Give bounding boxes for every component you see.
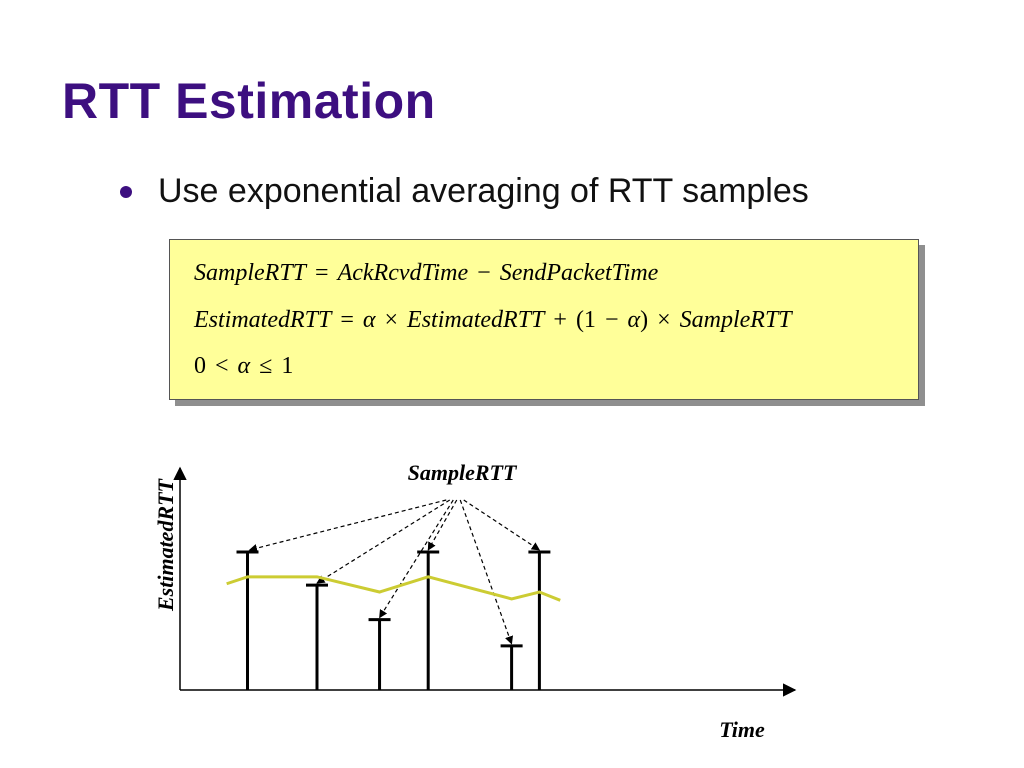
bullet-text: Use exponential averaging of RTT samples (158, 172, 809, 210)
formula-sample-rtt: SampleRTT = AckRcvdTime − SendPacketTime (194, 260, 659, 286)
sample-arrow (459, 499, 514, 645)
sample-arrow (248, 499, 447, 553)
slide-title: RTT Estimation (62, 73, 436, 129)
sample-arrow (379, 499, 454, 619)
formula-box: SampleRTT = AckRcvdTime − SendPacketTime… (169, 239, 919, 400)
sample-arrow (316, 499, 451, 584)
x-axis-label: Time (719, 717, 765, 742)
formula-alpha-range: 0 < α ≤ 1 (194, 353, 294, 379)
sample-arrows (248, 499, 541, 645)
sample-arrow (463, 499, 541, 551)
sample-bars (236, 550, 551, 690)
bullet-dot-icon (120, 185, 132, 198)
estimated-rtt-line (226, 575, 561, 602)
formula-estimated-rtt: EstimatedRTT = α × EstimatedRTT + (1 − α… (194, 307, 792, 333)
y-axis-label: EstimatedRTT (153, 477, 178, 612)
sample-arrow (427, 499, 458, 551)
sample-rtt-label: SampleRTT (408, 460, 518, 485)
bullet-point: Use exponential averaging of RTT samples (120, 172, 809, 211)
